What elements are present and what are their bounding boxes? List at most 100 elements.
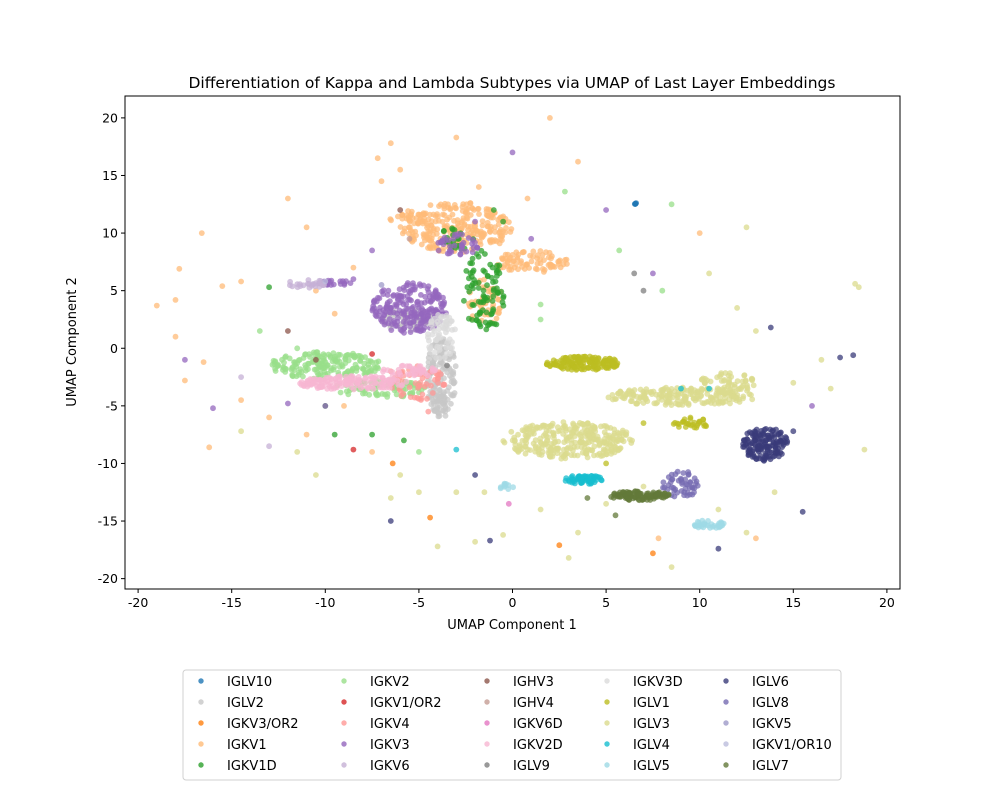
data-point	[469, 317, 476, 323]
data-point	[428, 382, 434, 389]
data-point	[441, 299, 448, 306]
data-point	[309, 281, 316, 287]
data-point	[421, 215, 428, 222]
data-point	[420, 314, 427, 321]
data-point	[407, 394, 414, 400]
data-point	[740, 382, 746, 389]
data-point	[500, 255, 506, 262]
data-point	[483, 309, 490, 316]
legend-marker	[484, 678, 490, 684]
data-point	[256, 328, 263, 334]
data-point	[463, 248, 470, 255]
legend-label: IGLV3	[633, 717, 670, 732]
data-point	[784, 440, 790, 446]
data-point	[547, 454, 554, 460]
data-point	[667, 479, 674, 485]
data-point	[405, 282, 411, 288]
y-tick-label: -20	[98, 571, 118, 586]
data-point	[568, 360, 575, 366]
data-point	[480, 287, 487, 294]
legend-label: IGHV3	[513, 675, 554, 690]
data-point	[744, 385, 751, 392]
data-point	[679, 402, 686, 408]
data-point	[335, 351, 342, 358]
data-point	[534, 255, 541, 262]
data-point	[390, 292, 397, 298]
data-point	[547, 115, 553, 121]
legend-marker	[723, 678, 729, 684]
data-point	[387, 309, 394, 316]
data-point	[617, 494, 624, 500]
data-point	[598, 423, 604, 430]
legend-marker	[723, 741, 729, 747]
data-point	[685, 471, 692, 478]
data-point	[750, 446, 757, 453]
data-point	[321, 368, 328, 375]
data-point	[662, 493, 668, 499]
data-point	[744, 436, 751, 443]
data-point	[495, 221, 502, 228]
data-point	[306, 351, 313, 357]
data-point	[443, 321, 449, 328]
data-point	[489, 298, 496, 304]
data-point	[551, 440, 558, 446]
data-point	[381, 384, 387, 391]
data-point	[507, 263, 514, 270]
data-point	[329, 383, 336, 389]
data-point	[577, 439, 584, 446]
data-point	[655, 535, 662, 542]
data-point	[238, 397, 245, 403]
data-point	[790, 428, 797, 435]
data-point	[238, 374, 245, 380]
data-point	[753, 328, 759, 334]
data-point	[688, 422, 694, 429]
data-point	[343, 376, 350, 383]
data-point	[320, 383, 326, 390]
data-point	[674, 468, 681, 475]
data-point	[343, 382, 350, 388]
legend-marker	[484, 699, 490, 705]
data-point	[362, 379, 369, 385]
data-point	[519, 427, 526, 434]
data-point	[529, 422, 536, 429]
data-point	[487, 537, 493, 544]
data-point	[500, 218, 506, 225]
data-point	[350, 276, 357, 282]
data-point	[378, 178, 385, 185]
data-point	[500, 293, 507, 299]
data-point	[418, 241, 425, 248]
legend-label: IGKV4	[370, 717, 410, 732]
data-point	[447, 206, 454, 213]
y-tick-label: 15	[102, 168, 118, 183]
legend-label: IGKV1/OR2	[370, 696, 442, 711]
data-point	[490, 214, 496, 221]
data-point	[450, 235, 457, 242]
data-point	[425, 245, 431, 251]
data-point	[576, 420, 583, 426]
data-point	[691, 475, 698, 482]
x-tick-label: 20	[879, 595, 895, 610]
data-point	[773, 426, 779, 433]
legend-label: IGKV1D	[227, 759, 277, 774]
data-point	[538, 440, 545, 446]
data-point	[293, 363, 300, 370]
data-point	[407, 227, 414, 234]
data-point	[352, 377, 358, 384]
data-point	[358, 354, 365, 361]
data-point	[687, 416, 694, 422]
data-point	[713, 524, 720, 531]
data-point	[767, 324, 774, 331]
data-point	[734, 305, 740, 311]
legend-marker	[604, 741, 610, 747]
data-point	[782, 434, 789, 440]
data-point	[561, 439, 568, 446]
data-point	[544, 423, 551, 430]
data-point	[399, 382, 406, 388]
data-point	[537, 301, 544, 308]
data-point	[584, 427, 591, 434]
data-point	[417, 379, 424, 386]
data-point	[428, 218, 435, 225]
data-point	[322, 403, 329, 409]
data-point	[436, 361, 443, 368]
data-point	[405, 371, 411, 378]
